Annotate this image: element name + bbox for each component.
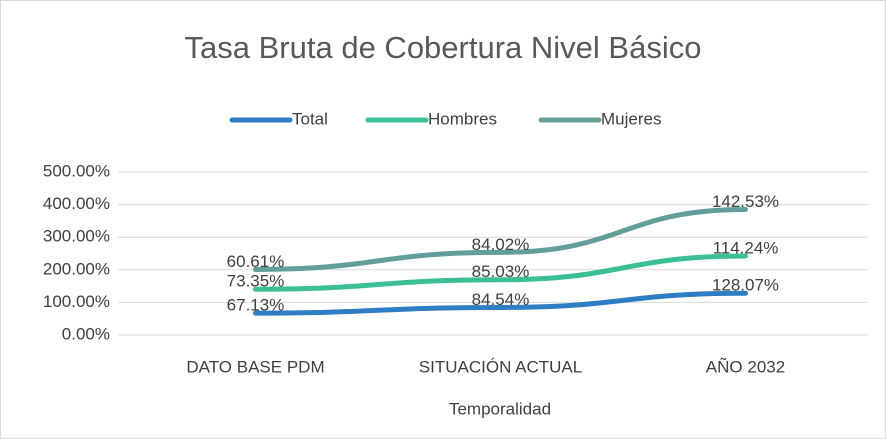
data-label: 85.03% [472, 262, 530, 281]
data-label: 84.54% [472, 290, 530, 309]
x-tick-label: AÑO 2032 [706, 357, 785, 376]
y-tick-label: 0.00% [62, 324, 110, 343]
data-label: 142.53% [712, 192, 779, 211]
y-tick-label: 400.00% [43, 194, 110, 213]
y-tick-label: 100.00% [43, 292, 110, 311]
y-tick-label: 300.00% [43, 227, 110, 246]
legend-label: Total [292, 109, 328, 128]
y-tick-label: 200.00% [43, 259, 110, 278]
legend-label: Mujeres [601, 109, 661, 128]
data-label: 114.24% [713, 238, 779, 257]
series-line [253, 253, 748, 292]
x-axis-title: Temporalidad [449, 399, 551, 418]
data-label: 73.35% [227, 272, 285, 291]
x-tick-label: SITUACIÓN ACTUAL [419, 357, 582, 376]
data-label: 84.02% [472, 235, 530, 254]
series-line [253, 207, 748, 272]
legend-label: Hombres [428, 109, 497, 128]
data-label: 128.07% [712, 276, 779, 295]
data-label: 67.13% [227, 296, 285, 315]
y-tick-label: 500.00% [43, 161, 110, 180]
x-tick-label: DATO BASE PDM [186, 357, 324, 376]
series-line [253, 290, 748, 316]
data-label: 60.61% [227, 252, 285, 271]
chart-title: Tasa Bruta de Cobertura Nivel Básico [185, 30, 702, 65]
